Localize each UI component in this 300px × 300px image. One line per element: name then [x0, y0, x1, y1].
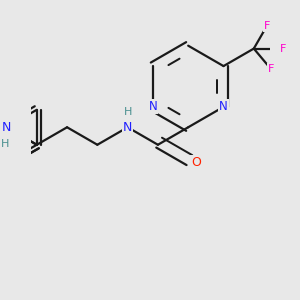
Text: F: F	[264, 21, 270, 31]
Text: H: H	[1, 139, 10, 148]
Text: F: F	[268, 64, 274, 74]
Text: H: H	[123, 107, 132, 117]
Text: O: O	[191, 156, 201, 169]
Text: N: N	[219, 100, 228, 113]
Text: N: N	[123, 121, 132, 134]
Text: N: N	[2, 121, 11, 134]
Text: N: N	[148, 100, 157, 113]
Text: F: F	[280, 44, 287, 54]
